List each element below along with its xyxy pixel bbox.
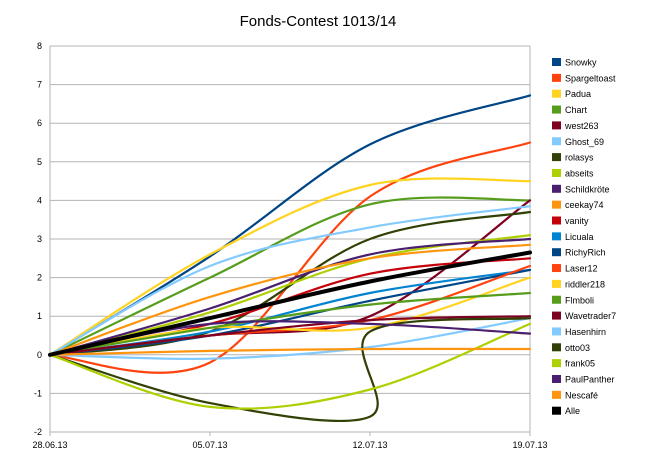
legend-swatch-licuala: [552, 232, 561, 241]
legend-label-laser12: Laser12: [565, 264, 598, 274]
series-line-ghost-69: [48, 205, 532, 356]
legend-swatch-ceekay74: [552, 200, 561, 209]
series-lines: [48, 94, 532, 423]
legend-swatch-spargeltoast: [552, 73, 561, 82]
legend-label-chart: Chart: [565, 105, 588, 115]
y-tick-label: 3: [37, 234, 42, 244]
grid-lines: [50, 45, 530, 433]
legend-label-riddler218: riddler218: [565, 279, 605, 289]
legend-swatch-laser12: [552, 264, 561, 273]
y-tick-label: 0: [37, 350, 42, 360]
series-line-wavetrader7: [48, 315, 532, 356]
series-line-padua: [48, 177, 532, 356]
legend-label-abseits: abseits: [565, 168, 594, 178]
series-line-richyrich: [48, 268, 532, 356]
legend-label-rolasys: rolasys: [565, 153, 594, 163]
legend-label-padua: Padua: [565, 89, 591, 99]
legend-label-west263: west263: [564, 121, 599, 131]
legend-label-hasenhirn: Hasenhirn: [565, 327, 606, 337]
legend-label-ghost-69: Ghost_69: [565, 137, 604, 147]
series-line-flmboli: [48, 291, 532, 356]
series-line-nescaf-: [48, 347, 532, 356]
series-line-ceekay74: [48, 243, 532, 356]
y-tick-label: 4: [37, 195, 42, 205]
legend-label-vanity: vanity: [565, 216, 589, 226]
legend-label-licuala: Licuala: [565, 232, 594, 242]
legend-label-nescaf-: Nescafé: [565, 390, 598, 400]
y-tick-label: 8: [37, 41, 42, 51]
x-tick-label: 28.06.13: [32, 440, 67, 450]
x-tick-label: 05.07.13: [192, 440, 227, 450]
x-tick-label: 12.07.13: [352, 440, 387, 450]
legend-label-spargeltoast: Spargeltoast: [565, 73, 616, 83]
x-tick-label: 19.07.13: [512, 440, 547, 450]
y-tick-labels: -2 -1 0 1 2 3 4 5 6 7 8: [34, 41, 42, 437]
legend-swatch-riddler218: [552, 279, 561, 288]
legend-label-wavetrader7: Wavetrader7: [565, 311, 616, 321]
legend-swatch-ghost-69: [552, 137, 561, 146]
legend-swatch-alle: [552, 406, 561, 415]
legend-swatch-flmboli: [552, 295, 561, 304]
legend-swatch-hasenhirn: [552, 327, 561, 336]
legend-swatch-schildkr-te: [552, 184, 561, 193]
legend-swatch-otto03: [552, 343, 561, 352]
series-line-otto03: [48, 317, 532, 423]
y-tick-label: 5: [37, 157, 42, 167]
legend-swatch-snowky: [552, 58, 561, 66]
series-line-frank05: [48, 322, 532, 410]
legend-swatch-rolasys: [552, 153, 561, 162]
legend-label-schildkr-te: Schildkröte: [565, 184, 610, 194]
series-line-rolasys: [48, 210, 532, 356]
legend-swatch-richyrich: [552, 248, 561, 257]
y-tick-label: 7: [37, 80, 42, 90]
legend-swatch-abseits: [552, 168, 561, 177]
legend: Snowky Spargeltoast Padua Chart west263 Ghost…: [552, 58, 616, 416]
chart-title: Fonds-Contest 1013/14: [240, 13, 397, 30]
legend-label-alle: Alle: [565, 406, 580, 416]
legend-swatch-nescaf-: [552, 390, 561, 399]
legend-swatch-chart: [552, 105, 561, 114]
y-tick-label: -1: [34, 388, 42, 398]
series-line-alle: [48, 250, 532, 357]
y-tick-label: 6: [37, 118, 42, 128]
y-tick-label: 1: [37, 311, 42, 321]
legend-swatch-wavetrader7: [552, 311, 561, 320]
series-line-riddler218: [48, 276, 532, 356]
legend-label-snowky: Snowky: [565, 58, 597, 68]
series-line-chart: [48, 196, 532, 356]
y-tick-label: -2: [34, 427, 42, 437]
legend-label-richyrich: RichyRich: [565, 248, 606, 258]
legend-label-frank05: frank05: [565, 359, 595, 369]
series-line-schildkr-te: [48, 237, 532, 356]
legend-swatch-frank05: [552, 359, 561, 368]
legend-label-flmboli: Flmboli: [565, 295, 594, 305]
legend-label-paulpanther: PaulPanther: [565, 375, 615, 385]
legend-label-ceekay74: ceekay74: [565, 200, 604, 210]
legend-swatch-vanity: [552, 216, 561, 225]
legend-swatch-padua: [552, 89, 561, 98]
legend-swatch-paulpanther: [552, 375, 561, 383]
x-tick-labels: 28.06.13 05.07.13 12.07.13 19.07.13: [32, 432, 548, 450]
legend-label-otto03: otto03: [565, 343, 590, 353]
y-tick-label: 2: [37, 273, 42, 283]
legend-swatch-west263: [552, 121, 561, 130]
series-line-hasenhirn: [48, 317, 532, 360]
